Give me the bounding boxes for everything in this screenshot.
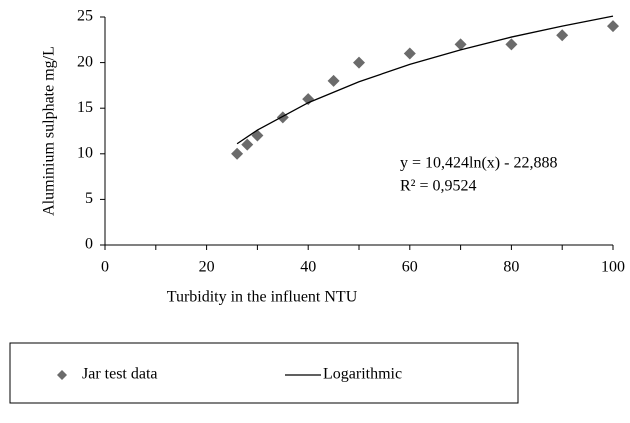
- x-tick-label: 40: [300, 259, 316, 276]
- y-axis-title: Aluminium sulphate mg/L: [41, 46, 58, 216]
- y-tick-label: 5: [85, 190, 93, 207]
- data-point: [454, 38, 467, 51]
- x-tick-label: 80: [503, 259, 519, 276]
- legend-box: [9, 342, 519, 404]
- data-point: [607, 20, 619, 33]
- y-tick-label: 0: [85, 236, 93, 253]
- y-tick-label: 25: [77, 8, 93, 25]
- y-tick-label: 10: [77, 144, 93, 161]
- legend-label: Jar test data: [82, 366, 158, 383]
- x-tick-label: 60: [402, 259, 418, 276]
- data-point: [276, 111, 289, 124]
- data-point: [403, 47, 416, 60]
- legend-label: Logarithmic: [323, 366, 402, 383]
- y-tick-label: 20: [77, 53, 93, 70]
- data-point: [556, 29, 569, 42]
- x-tick-label: 20: [199, 259, 215, 276]
- x-tick-label: 100: [601, 259, 625, 276]
- data-point: [231, 147, 244, 160]
- data-point: [353, 56, 365, 69]
- annotation: R² = 0,9524: [400, 178, 477, 195]
- trend-line: [236, 15, 614, 145]
- x-tick-label: 0: [101, 259, 109, 276]
- data-point: [505, 38, 518, 51]
- y-tick-label: 15: [77, 99, 93, 116]
- annotation: y = 10,424ln(x) - 22,888: [400, 155, 557, 172]
- data-point: [251, 129, 264, 142]
- x-axis-title: Turbidity in the influent NTU: [167, 289, 358, 306]
- data-point: [327, 74, 340, 87]
- data-point: [241, 138, 254, 151]
- legend-marker: [57, 370, 67, 380]
